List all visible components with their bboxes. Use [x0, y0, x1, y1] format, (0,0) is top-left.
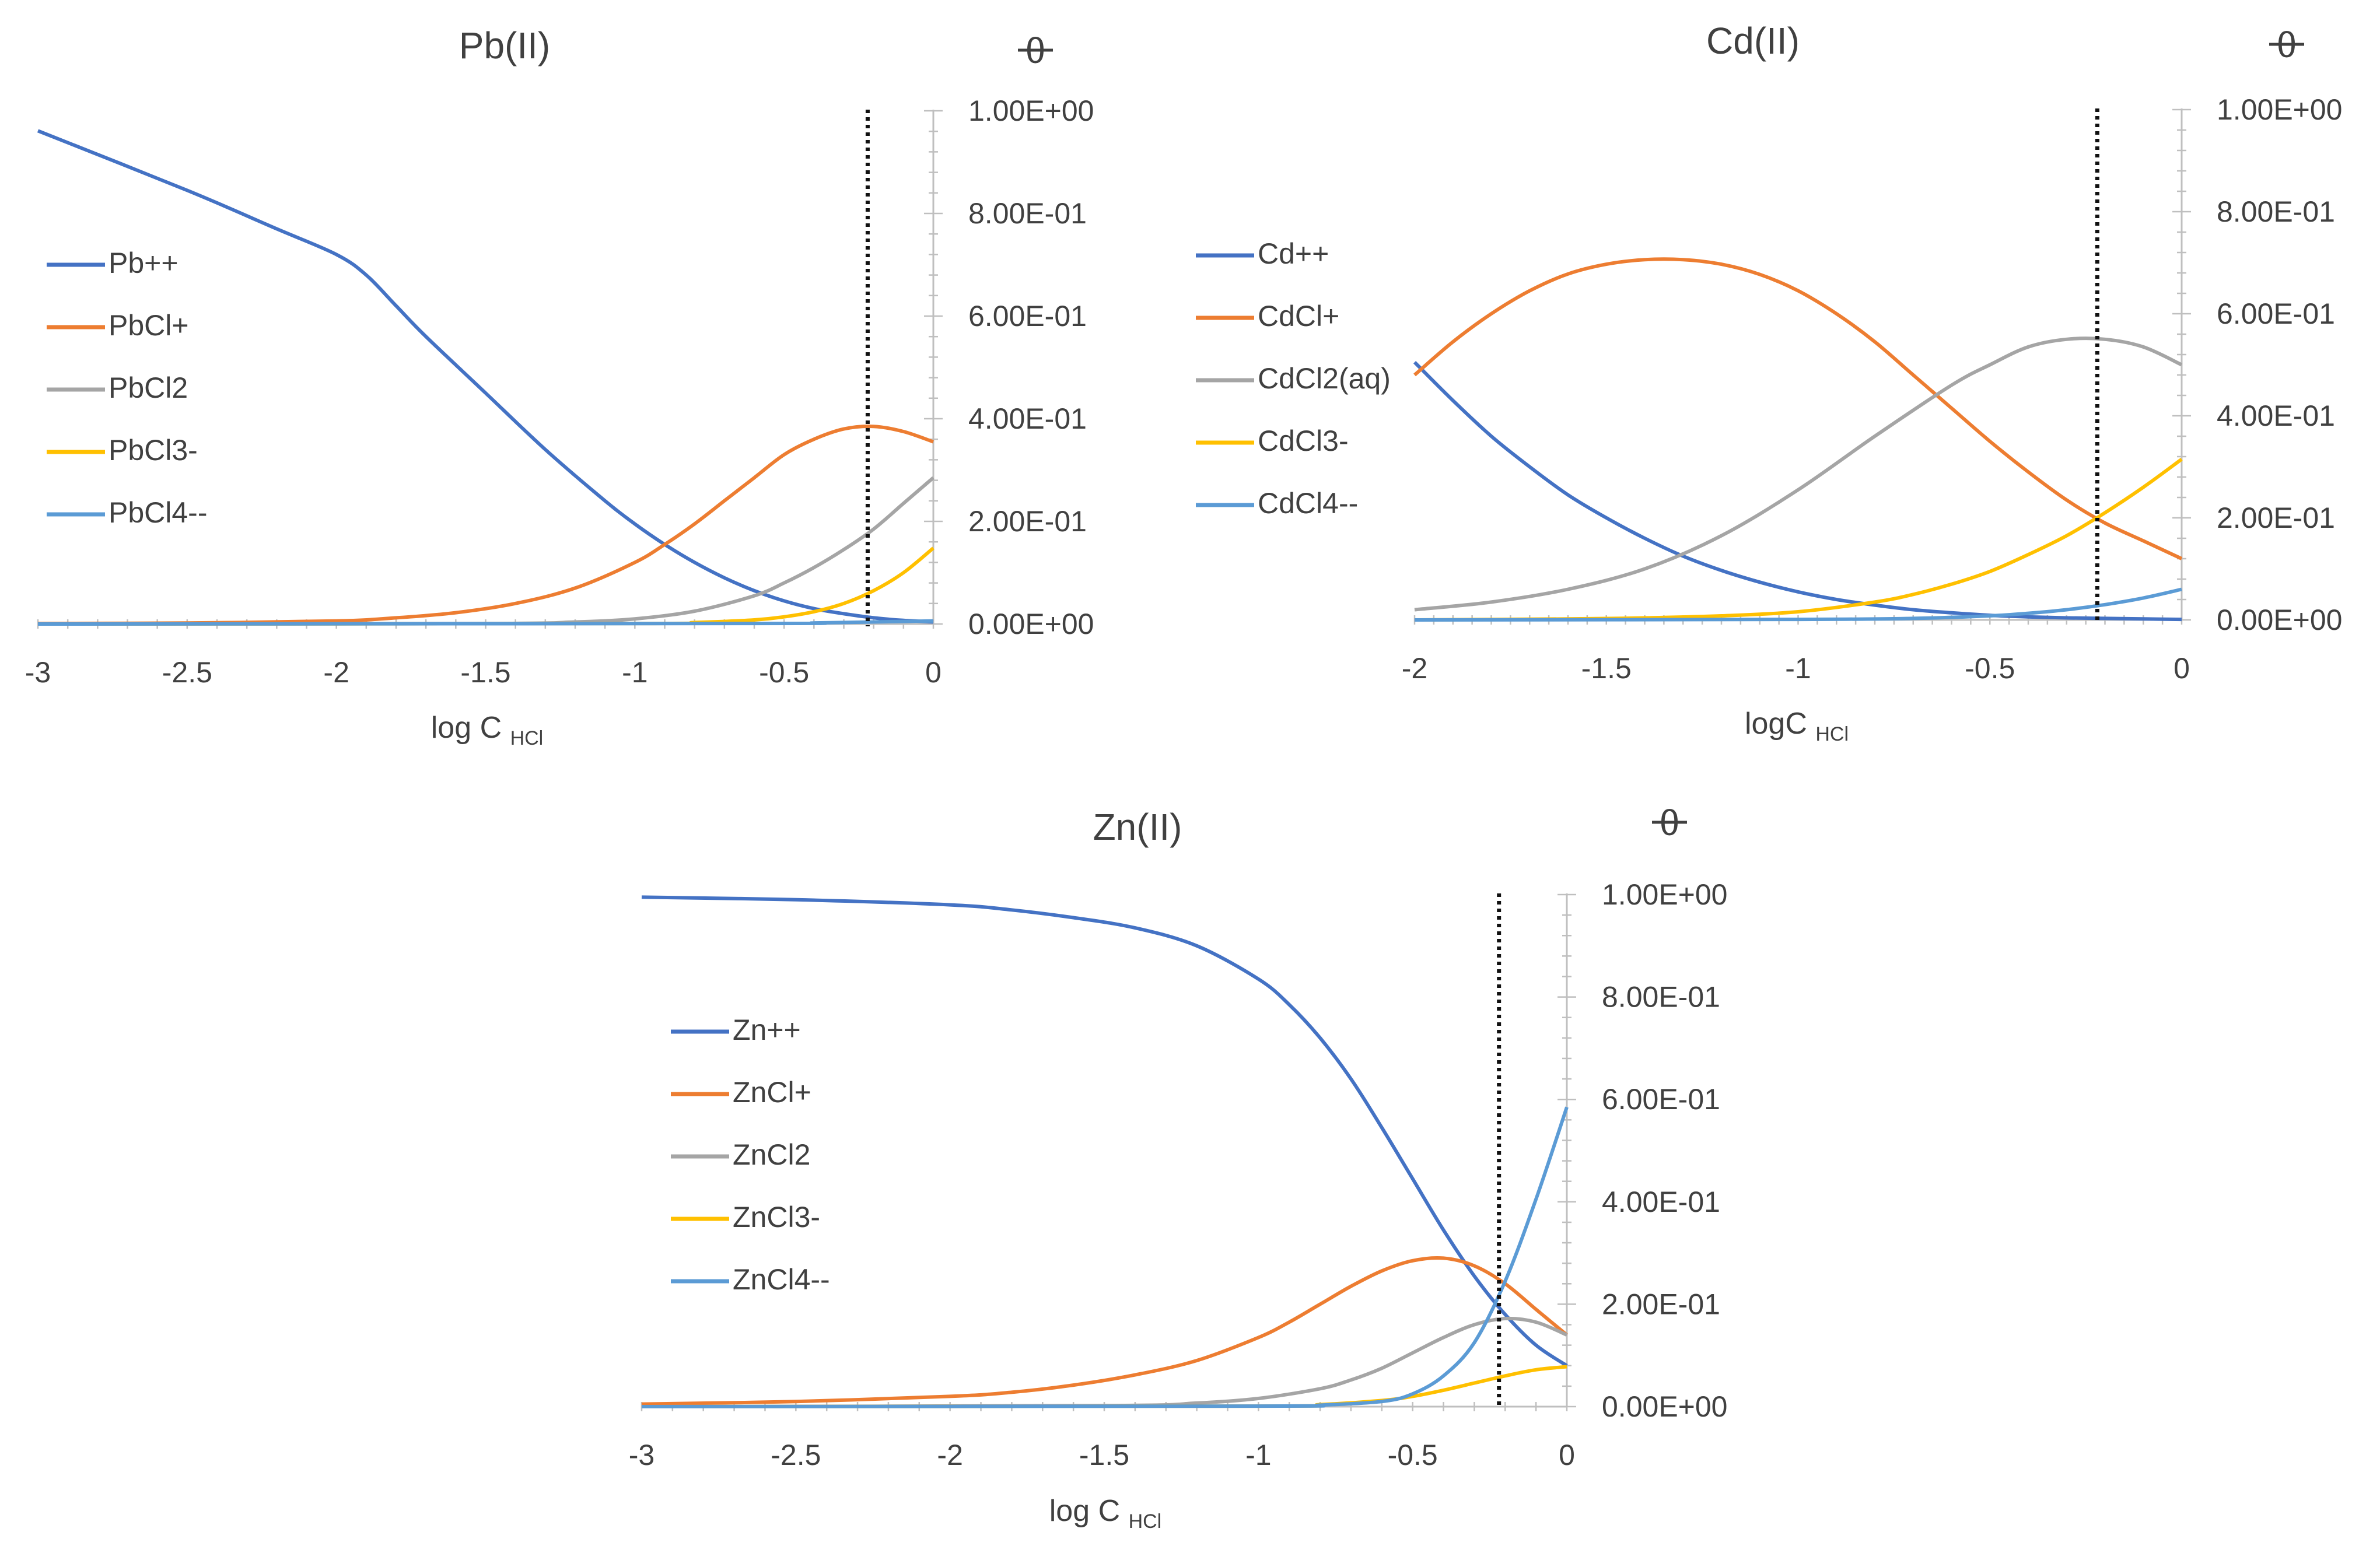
legend-label: ZnCl4-- — [733, 1263, 830, 1296]
x-tick-label: -1.5 — [1581, 652, 1632, 685]
legend-label: CdCl2(aq) — [1258, 362, 1391, 395]
legend-label: Pb++ — [108, 247, 178, 279]
legend-label: PbCl4-- — [108, 496, 207, 529]
y-tick-label: 1.00E+00 — [2217, 93, 2342, 126]
legend-label: CdCl4-- — [1258, 487, 1358, 520]
y-tick-label: 8.00E-01 — [968, 197, 1087, 230]
y-tick-label: 4.00E-01 — [1602, 1186, 1720, 1218]
chart-2: Zn(II) θ-3 -2.5 -2 -1.5 -1 -0.5 00.00E+002.00E-… — [629, 803, 1728, 1533]
y-tick-label: 0.00E+00 — [968, 608, 1094, 640]
y-tick-label: 8.00E-01 — [1602, 981, 1720, 1014]
series-line-PbCl+ — [37, 425, 934, 626]
x-tick-label: -1.5 — [460, 656, 510, 689]
x-tick-label: -2 — [1402, 652, 1427, 685]
x-tick-label: -1 — [1785, 652, 1811, 685]
y-tick-label: 6.00E-01 — [2217, 297, 2335, 330]
legend-label: PbCl3- — [108, 434, 198, 467]
y-tick-label: 1.00E+00 — [1602, 878, 1727, 911]
x-axis-label: log C HCl — [1049, 1494, 1162, 1533]
legend-label: PbCl+ — [108, 309, 189, 342]
chart-title: Cd(II) — [1706, 20, 1800, 62]
x-axis-label-subscript: HCl — [1815, 723, 1849, 745]
series-line-ZnCl+ — [641, 1256, 1568, 1406]
series-line-PbCl4-- — [37, 619, 934, 626]
legend-label: ZnCl+ — [733, 1076, 811, 1109]
series-line-Cd++ — [1413, 360, 2182, 622]
y-tick-label: 2.00E-01 — [1602, 1288, 1720, 1320]
legend-label: ZnCl3- — [733, 1201, 820, 1233]
x-tick-label: -2 — [937, 1439, 963, 1471]
y-tick-label: 0.00E+00 — [1602, 1390, 1727, 1423]
chart-title: Pb(II) — [459, 24, 550, 66]
y-tick-label: 4.00E-01 — [2217, 399, 2335, 432]
x-tick-label: -2.5 — [162, 656, 212, 689]
series-line-Pb++ — [37, 129, 934, 624]
legend-label: ZnCl2 — [733, 1138, 810, 1171]
y-tick-label: 8.00E-01 — [2217, 195, 2335, 228]
y-tick-label: 1.00E+00 — [968, 94, 1094, 127]
legend-label: Cd++ — [1258, 237, 1329, 270]
series-line-CdCl+ — [1413, 257, 2183, 560]
legend-label: CdCl+ — [1258, 300, 1339, 332]
x-tick-label: -3 — [25, 656, 51, 689]
legend-label: Zn++ — [733, 1014, 801, 1046]
x-tick-label: -0.5 — [1388, 1439, 1438, 1471]
x-tick-label: 0 — [2174, 652, 2190, 685]
x-axis-label: log C HCl — [431, 711, 544, 749]
y-tick-label: 4.00E-01 — [968, 402, 1087, 435]
chart-title: Zn(II) — [1093, 806, 1182, 848]
legend-label: PbCl2 — [108, 371, 188, 404]
y-tick-label: 2.00E-01 — [2217, 502, 2335, 534]
x-tick-label: -2.5 — [771, 1439, 821, 1471]
series-line-CdCl4-- — [1414, 587, 2182, 622]
series-line-CdCl2(aq) — [1414, 336, 2183, 612]
x-tick-label: 0 — [1559, 1439, 1575, 1471]
x-axis-label: logC HCl — [1745, 707, 1849, 745]
chart-0: Pb(II) θ-3 -2.5 -2 -1.5 -1 -0.5 00.00E+002.00E-… — [25, 24, 1094, 749]
x-tick-label: -0.5 — [1965, 652, 2015, 685]
x-axis-label-subscript: HCl — [1129, 1510, 1162, 1533]
series-line-ZnCl4-- — [641, 1106, 1569, 1408]
series-line-PbCl3- — [37, 546, 935, 626]
legend-label: CdCl3- — [1258, 425, 1349, 457]
x-tick-label: -3 — [629, 1439, 654, 1471]
x-tick-label: -1 — [622, 656, 648, 689]
x-tick-label: -1 — [1245, 1439, 1271, 1471]
x-tick-label: -0.5 — [759, 656, 809, 689]
x-tick-label: -2 — [323, 656, 349, 689]
x-axis-label-subscript: HCl — [510, 727, 544, 749]
y-tick-label: 0.00E+00 — [2217, 604, 2342, 636]
x-tick-label: 0 — [925, 656, 942, 689]
y-tick-label: 2.00E-01 — [968, 505, 1087, 538]
x-tick-label: -1.5 — [1079, 1439, 1129, 1471]
chart-1: Cd(II) θ-2 -1.5 -1 -0.5 00.00E+002.00E-014.00… — [1196, 20, 2342, 745]
y-tick-label: 6.00E-01 — [968, 300, 1087, 332]
y-tick-label: 6.00E-01 — [1602, 1083, 1720, 1116]
